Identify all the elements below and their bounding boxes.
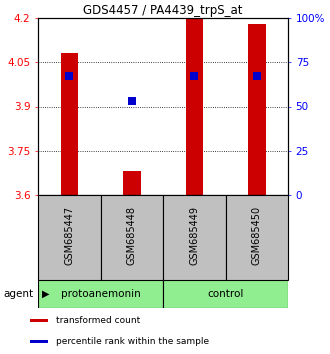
Text: control: control: [207, 289, 244, 299]
Bar: [163, 280, 288, 308]
Title: GDS4457 / PA4439_trpS_at: GDS4457 / PA4439_trpS_at: [83, 4, 243, 17]
Bar: [248, 24, 266, 195]
Bar: [225, 195, 288, 280]
Text: GSM685450: GSM685450: [252, 206, 262, 266]
Bar: [30, 319, 49, 322]
Text: percentile rank within the sample: percentile rank within the sample: [56, 337, 210, 346]
Bar: [30, 339, 49, 343]
Bar: [38, 195, 101, 280]
Point: [254, 74, 259, 79]
Text: ▶: ▶: [42, 289, 50, 299]
Text: GSM685447: GSM685447: [64, 206, 74, 266]
Text: GSM685449: GSM685449: [189, 206, 199, 265]
Bar: [101, 195, 163, 280]
Point: [129, 98, 134, 104]
Point: [67, 74, 72, 79]
Bar: [123, 171, 141, 195]
Bar: [38, 280, 163, 308]
Bar: [60, 53, 78, 195]
Bar: [185, 18, 203, 195]
Bar: [163, 195, 225, 280]
Text: agent: agent: [3, 289, 33, 299]
Text: GSM685448: GSM685448: [127, 206, 137, 265]
Text: transformed count: transformed count: [56, 316, 141, 325]
Text: protoanemonin: protoanemonin: [61, 289, 140, 299]
Point: [192, 74, 197, 79]
